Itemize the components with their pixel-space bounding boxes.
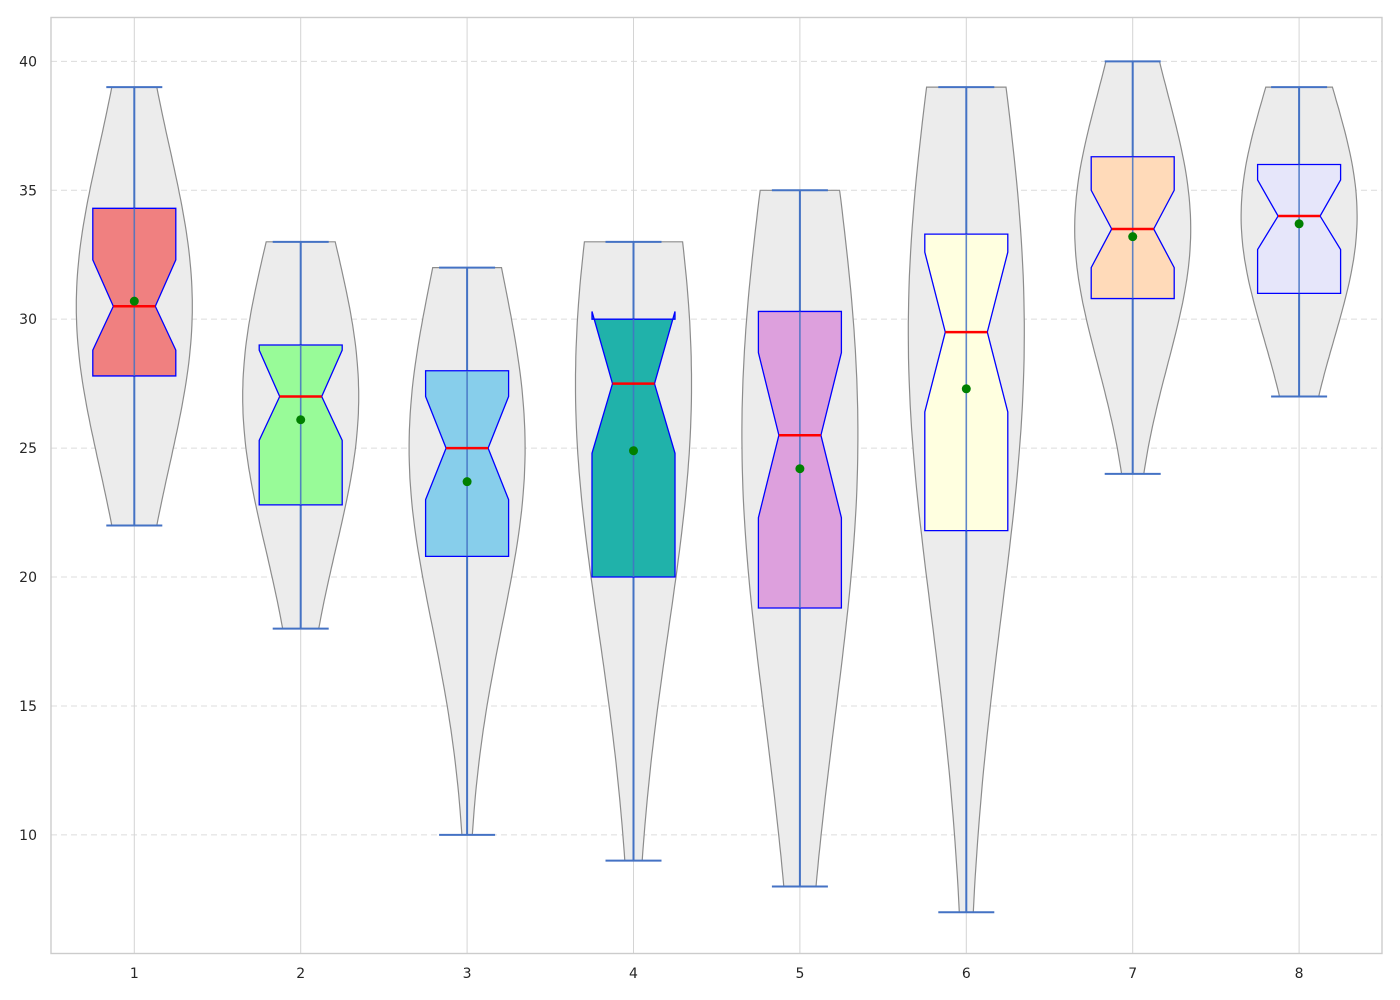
tick-labels: 10 15 20 25 30 35 40 1 2 3 4 5 6 7 8 xyxy=(19,54,1303,982)
y-tick-label: 35 xyxy=(19,183,37,199)
mean-5 xyxy=(795,464,805,474)
x-tick-label: 4 xyxy=(629,966,638,982)
y-tick-label: 25 xyxy=(19,441,37,457)
boxes xyxy=(92,60,1342,914)
plot-frame xyxy=(50,16,1383,955)
x-tick-label: 7 xyxy=(1128,966,1137,982)
mean-7 xyxy=(1128,232,1138,242)
mean-6 xyxy=(961,384,971,394)
mean-3 xyxy=(462,477,472,487)
x-tick-label: 1 xyxy=(130,966,139,982)
x-tick-label: 3 xyxy=(463,966,472,982)
y-tick-label: 40 xyxy=(19,54,37,70)
x-tick-label: 2 xyxy=(296,966,305,982)
mean-4 xyxy=(629,446,638,456)
mean-1 xyxy=(129,296,139,306)
x-tick-label: 6 xyxy=(962,966,971,982)
x-tick-label: 5 xyxy=(795,966,804,982)
x-tick-label: 8 xyxy=(1295,966,1304,982)
y-tick-label: 30 xyxy=(19,312,37,328)
mean-8 xyxy=(1294,219,1304,229)
y-tick-label: 10 xyxy=(19,828,37,844)
y-tick-label: 20 xyxy=(19,570,37,586)
mean-2 xyxy=(296,415,306,425)
y-tick-label: 15 xyxy=(19,699,37,715)
